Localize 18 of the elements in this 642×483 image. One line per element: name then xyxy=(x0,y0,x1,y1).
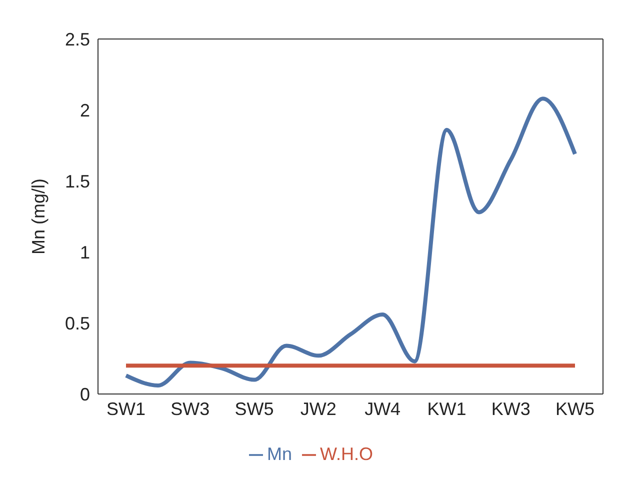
y-tick-label: 1 xyxy=(80,242,90,262)
x-tick-label: SW3 xyxy=(170,398,210,419)
x-tick-label: JW4 xyxy=(364,398,401,419)
y-tick-label: 0 xyxy=(80,384,90,404)
legend-label: W.H.O xyxy=(320,444,373,464)
x-tick-label: KW3 xyxy=(491,398,530,419)
x-tick-label: KW5 xyxy=(555,398,595,419)
y-tick-label: 0.5 xyxy=(64,313,90,334)
x-tick-label: JW2 xyxy=(300,398,336,419)
legend-label: Mn xyxy=(266,444,292,464)
y-tick-label: 1.5 xyxy=(64,171,90,192)
x-tick-label: SW1 xyxy=(106,398,146,419)
y-tick-label: 2 xyxy=(80,100,90,120)
y-axis-title: Mn (mg/l) xyxy=(28,178,48,254)
y-tick-label: 2.5 xyxy=(64,29,90,50)
x-tick-label: SW5 xyxy=(234,398,274,419)
x-tick-label: KW1 xyxy=(427,398,466,419)
line-series xyxy=(124,96,577,388)
